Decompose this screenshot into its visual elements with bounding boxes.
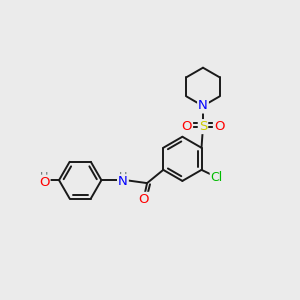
Text: H: H xyxy=(119,172,127,182)
Text: N: N xyxy=(198,100,208,112)
Text: O: O xyxy=(182,120,192,133)
Text: O: O xyxy=(138,193,149,206)
Text: N: N xyxy=(118,175,128,188)
Text: O: O xyxy=(39,176,50,189)
Text: Cl: Cl xyxy=(211,171,223,184)
Text: O: O xyxy=(214,120,224,133)
Text: H: H xyxy=(40,172,49,182)
Text: S: S xyxy=(199,120,207,133)
